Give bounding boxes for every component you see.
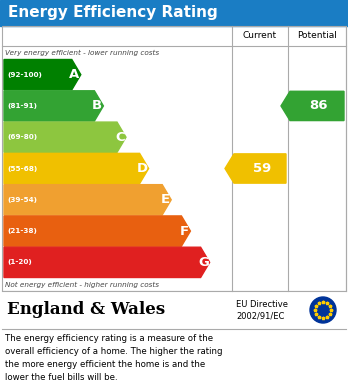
Text: EU Directive
2002/91/EC: EU Directive 2002/91/EC xyxy=(236,300,288,320)
Text: E: E xyxy=(160,193,169,206)
Text: (39-54): (39-54) xyxy=(7,197,37,203)
Text: Potential: Potential xyxy=(297,32,337,41)
Polygon shape xyxy=(4,59,81,90)
Polygon shape xyxy=(4,91,103,121)
Text: A: A xyxy=(69,68,80,81)
Text: 59: 59 xyxy=(253,162,271,175)
Polygon shape xyxy=(225,154,286,183)
Text: (55-68): (55-68) xyxy=(7,165,37,172)
Text: F: F xyxy=(180,224,189,238)
Bar xyxy=(2,26,346,291)
Text: (92-100): (92-100) xyxy=(7,72,42,78)
Text: G: G xyxy=(198,256,209,269)
Text: The energy efficiency rating is a measure of the
overall efficiency of a home. T: The energy efficiency rating is a measur… xyxy=(5,334,222,382)
Text: Energy Efficiency Rating: Energy Efficiency Rating xyxy=(8,5,218,20)
Text: D: D xyxy=(137,162,148,175)
Polygon shape xyxy=(4,185,171,215)
Text: (1-20): (1-20) xyxy=(7,259,32,265)
Text: England & Wales: England & Wales xyxy=(7,301,165,319)
Circle shape xyxy=(310,297,336,323)
Bar xyxy=(2,291,346,329)
Text: Very energy efficient - lower running costs: Very energy efficient - lower running co… xyxy=(5,49,159,56)
Text: (81-91): (81-91) xyxy=(7,103,37,109)
Bar xyxy=(0,0,348,26)
Polygon shape xyxy=(4,216,190,246)
Polygon shape xyxy=(4,122,126,152)
Text: 86: 86 xyxy=(310,99,328,113)
Text: Not energy efficient - higher running costs: Not energy efficient - higher running co… xyxy=(5,282,159,287)
Text: C: C xyxy=(115,131,125,144)
Text: Current: Current xyxy=(243,32,277,41)
Text: (21-38): (21-38) xyxy=(7,228,37,234)
Polygon shape xyxy=(4,153,149,184)
Polygon shape xyxy=(281,91,344,120)
Text: (69-80): (69-80) xyxy=(7,134,37,140)
Text: B: B xyxy=(92,99,102,113)
Polygon shape xyxy=(4,247,209,278)
